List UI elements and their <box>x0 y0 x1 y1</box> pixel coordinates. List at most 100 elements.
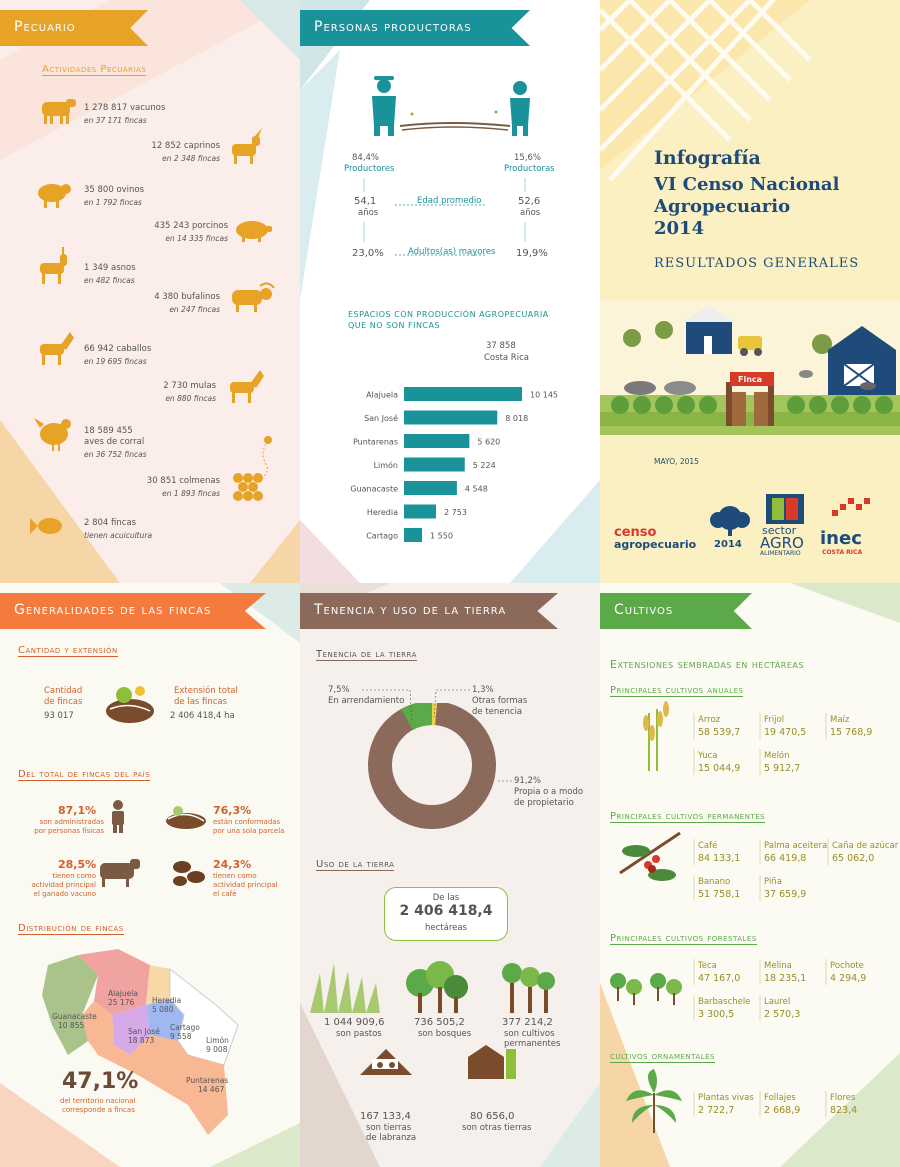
field-icon <box>106 686 154 723</box>
stat4-pct: 24,3% <box>213 858 252 871</box>
map-guanacaste-name: Guanacaste <box>52 1012 97 1021</box>
caballos-count: 66 942 caballos <box>84 344 152 354</box>
beehive-icon <box>233 436 272 501</box>
inec-icon <box>832 498 870 516</box>
stat2-l1: están conformadas <box>213 818 281 826</box>
stat3-l2: actividad principal <box>31 881 97 889</box>
stat2-l2: por una sola parcela <box>213 827 285 835</box>
cow-small-icon <box>100 859 140 887</box>
mayores-productoras: 19,9% <box>516 248 548 259</box>
caprinos-fincas: en 2 348 fincas <box>162 154 220 163</box>
distribucion-title: Distribución de fincas <box>18 923 124 935</box>
cover-title-1: Infografía <box>654 147 761 169</box>
otras-l1: Otras formas <box>472 696 528 706</box>
labranza-l2: de labranza <box>366 1133 417 1143</box>
crop-icons <box>610 701 682 1133</box>
crop-dividers <box>693 713 829 1117</box>
extensiones-title: Extensiones sembradas en hectáreas <box>610 658 804 671</box>
banano-value: 51 758,1 <box>698 889 741 900</box>
flores-name: Flores <box>830 1093 856 1103</box>
cover-background <box>600 0 900 435</box>
bar-value-label: 5 620 <box>477 438 500 447</box>
arrendamiento-pct: 7,5% <box>328 685 350 695</box>
generalidades-panel: Generalidades de las fincas Cantidad y e… <box>0 583 300 1167</box>
personas-panel: Personas productoras 84,4% Productores 1… <box>300 0 600 583</box>
forestales-title: Principales cultivos forestales <box>610 933 757 945</box>
pochote-value: 4 294,9 <box>830 973 867 984</box>
yuca-name: Yuca <box>698 751 718 761</box>
aves-fincas: en 36 752 fincas <box>84 450 147 459</box>
animal-icons <box>30 99 275 534</box>
labranza-l1: son tierras <box>366 1123 412 1133</box>
generalidades-banner: Generalidades de las fincas <box>0 593 266 629</box>
territorio-pct: 47,1% <box>62 1069 139 1094</box>
tenencia-leaders <box>362 689 512 782</box>
fern-icon <box>626 1069 682 1133</box>
bufalinos-count: 4 380 bufalinos <box>154 292 220 302</box>
bar-category-label: Limón <box>374 460 398 470</box>
grass-icon <box>310 963 380 1013</box>
coffee-bean-icon <box>173 861 205 886</box>
cantidad-title: Cantidad y extensión <box>18 645 118 657</box>
logo-censo: censo <box>614 525 657 540</box>
logo-alimentario: ALIMENTARIO <box>760 550 801 557</box>
flores-value: 823,4 <box>830 1105 858 1116</box>
productores-label: Productores <box>344 164 395 174</box>
bosques-label: son bosques <box>418 1029 472 1039</box>
map-sanjose <box>112 1005 150 1055</box>
map-heredia-value: 5 080 <box>152 1005 174 1014</box>
cow-icon <box>42 99 76 124</box>
map-alajuela <box>78 949 150 1015</box>
pochote-name: Pochote <box>830 961 864 971</box>
logo-2014: 2014 <box>714 539 742 550</box>
maiz-name: Maíz <box>830 715 850 725</box>
hectareas-box-value: 2 406 418,4 <box>399 903 493 919</box>
bar-value-label: 5 224 <box>473 461 496 470</box>
cover-panel: Infografía VI Censo Nacional Agropecuari… <box>600 0 900 583</box>
stat1-pct: 87,1% <box>58 804 97 817</box>
otras-l2: de tenencia <box>472 707 523 717</box>
colmenas-fincas: en 1 893 fincas <box>162 489 220 498</box>
mulas-fincas: en 880 fincas <box>165 394 216 403</box>
labranza-value: 167 133,4 <box>360 1111 411 1122</box>
territorio-l2: corresponde a fincas <box>62 1106 135 1114</box>
arroz-value: 58 539,7 <box>698 727 741 738</box>
bar-value-label: 4 548 <box>465 485 488 494</box>
barbaschele-name: Barbaschele <box>698 997 751 1007</box>
asnos-fincas: en 482 fincas <box>84 276 135 285</box>
acuicultura-count: 2 804 fincas <box>84 518 137 528</box>
stat4-l2: actividad principal <box>213 881 278 889</box>
map-alajuela-value: 25 176 <box>108 998 135 1007</box>
farmers-icon <box>372 76 530 136</box>
cantidad-label-2: de fincas <box>44 697 83 707</box>
barn-icon <box>468 1045 516 1079</box>
stat2-pct: 76,3% <box>213 804 252 817</box>
logos <box>710 494 870 536</box>
arroz-name: Arroz <box>698 715 721 725</box>
otras-pct: 1,3% <box>472 685 494 695</box>
bar-category-label: Cartago <box>366 532 398 541</box>
map-puntarenas-name: Puntarenas <box>186 1076 229 1085</box>
yuca-value: 15 044,9 <box>698 763 741 774</box>
permanentes-l1: son cultivos <box>504 1029 555 1039</box>
map-sanjose-value: 18 873 <box>128 1036 155 1045</box>
frijol-name: Frijol <box>764 715 785 725</box>
bar <box>404 528 423 542</box>
extension-label-2: de las fincas <box>174 697 228 707</box>
bar-category-label: Guanacaste <box>350 485 398 494</box>
total-title: Del total de fincas del país <box>18 769 151 781</box>
personas-connectors <box>363 178 526 256</box>
acuicultura-label: tienen acuicultura <box>84 531 153 540</box>
asnos-count: 1 349 asnos <box>84 263 136 273</box>
permanentes-value: 377 214,2 <box>502 1017 553 1028</box>
pina-name: Piña <box>764 877 782 887</box>
tenencia-banner: Tenencia y uso de la tierra <box>300 593 558 629</box>
cana-name: Caña de azúcar <box>832 841 899 851</box>
tenencia-subtitle: Tenencia de la tierra <box>316 649 417 661</box>
cover-subtitle: RESULTADOS GENERALES <box>654 256 860 271</box>
personas-banner: Personas productoras <box>300 10 530 46</box>
cultivos-background <box>600 583 900 1167</box>
stat1-l1: son administradas <box>39 818 104 826</box>
teca-name: Teca <box>698 961 717 971</box>
banano-name: Banano <box>698 877 731 887</box>
